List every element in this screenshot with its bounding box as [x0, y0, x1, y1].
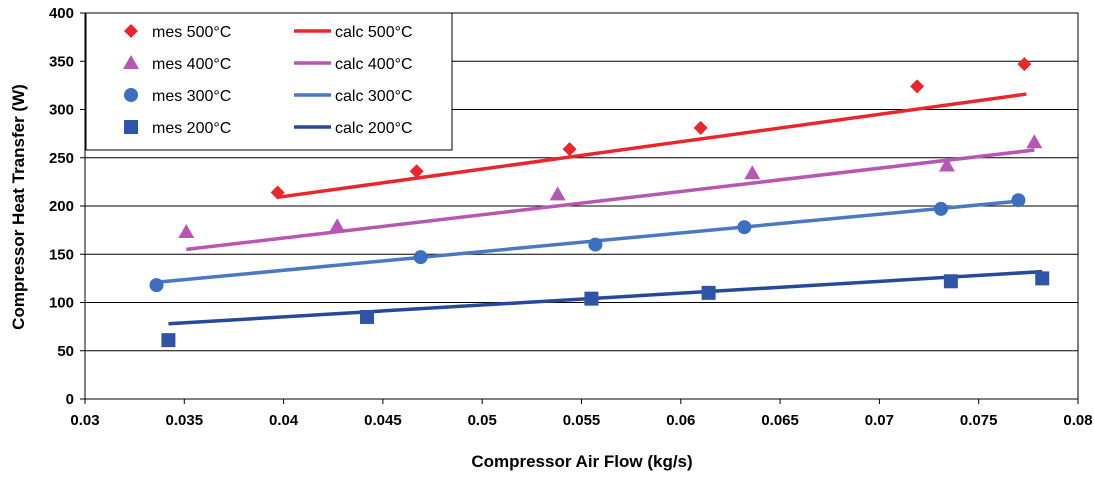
- legend-label-calc-400-c: calc 400°C: [335, 56, 413, 73]
- data-point-mes-200-c: [584, 291, 599, 306]
- data-point-mes-300-c: [737, 220, 752, 235]
- series-marker-layer: [149, 57, 1050, 348]
- data-point-mes-300-c: [1011, 193, 1026, 208]
- data-point-mes-400-c: [744, 165, 761, 180]
- data-point-mes-500-c: [270, 185, 285, 200]
- legend-swatch-mes-500-c: [124, 24, 138, 38]
- legend-swatch-mes-300-c: [124, 88, 138, 102]
- series-line-calc-400-c: [186, 148, 1035, 252]
- y-tick-label: 0: [66, 391, 74, 408]
- data-point-mes-300-c: [588, 237, 603, 252]
- data-point-mes-200-c: [161, 333, 176, 348]
- legend-label-mes-300-c: mes 300°C: [152, 88, 231, 105]
- data-point-mes-300-c: [149, 278, 164, 293]
- data-point-mes-500-c: [910, 79, 925, 94]
- x-tick-label: 0.05: [468, 412, 497, 429]
- y-tick-label: 350: [49, 53, 74, 70]
- y-tick-label: 150: [49, 246, 74, 263]
- x-tick-label: 0.03: [70, 412, 99, 429]
- series-line-calc-300-c: [156, 199, 1019, 284]
- data-point-mes-400-c: [938, 157, 955, 172]
- data-point-mes-400-c: [329, 218, 346, 233]
- y-tick-label: 50: [57, 343, 74, 360]
- y-tick-label: 100: [49, 295, 74, 312]
- tick-label-layer: 0 50 100 150 200 250 300 350 400 0.03 0.035 0.04 0.0…: [49, 5, 1093, 429]
- x-tick-label: 0.035: [166, 412, 204, 429]
- data-point-mes-200-c: [943, 274, 958, 289]
- legend-label-mes-400-c: mes 400°C: [152, 56, 231, 73]
- legend-label-calc-500-c: calc 500°C: [335, 24, 413, 41]
- data-point-mes-400-c: [1026, 134, 1043, 149]
- legend: mes 500°C calc 500°C mes 400°C calc 400°C me…: [85, 12, 453, 151]
- legend-label-calc-200-c: calc 200°C: [335, 120, 413, 137]
- legend-label-calc-300-c: calc 300°C: [335, 88, 413, 105]
- x-axis-title: Compressor Air Flow (kg/s): [471, 452, 692, 471]
- series-line-layer: [156, 92, 1043, 326]
- x-tick-label: 0.08: [1063, 412, 1092, 429]
- series-line-calc-500-c: [277, 92, 1027, 200]
- y-tick-label: 200: [49, 198, 74, 215]
- legend-label-mes-200-c: mes 200°C: [152, 120, 231, 137]
- data-point-mes-200-c: [1035, 271, 1050, 286]
- x-tick-label: 0.04: [269, 412, 299, 429]
- legend-swatch-mes-200-c: [124, 120, 138, 134]
- y-tick-label: 400: [49, 5, 74, 22]
- x-tick-label: 0.045: [364, 412, 402, 429]
- x-tick-label: 0.055: [563, 412, 601, 429]
- legend-box: [85, 12, 453, 151]
- legend-label-mes-500-c: mes 500°C: [152, 24, 231, 41]
- data-point-mes-500-c: [409, 164, 424, 179]
- x-tick-label: 0.06: [666, 412, 695, 429]
- data-point-mes-500-c: [1017, 57, 1032, 72]
- data-point-mes-200-c: [701, 285, 716, 300]
- data-point-mes-400-c: [549, 186, 566, 201]
- data-point-mes-200-c: [360, 309, 375, 324]
- axis-layer: [80, 12, 1079, 404]
- data-point-mes-500-c: [562, 142, 577, 157]
- data-point-mes-400-c: [178, 224, 195, 239]
- data-point-mes-300-c: [933, 201, 948, 216]
- data-point-mes-300-c: [413, 250, 428, 265]
- series-line-calc-200-c: [168, 269, 1043, 326]
- legend-swatch-mes-400-c: [123, 55, 139, 69]
- data-point-mes-500-c: [693, 120, 708, 135]
- x-tick-label: 0.075: [960, 412, 998, 429]
- x-tick-label: 0.065: [761, 412, 799, 429]
- y-axis-title: Compressor Heat Transfer (W): [9, 84, 28, 330]
- y-tick-label: 250: [49, 150, 74, 167]
- y-tick-label: 300: [49, 102, 74, 119]
- x-tick-label: 0.07: [865, 412, 894, 429]
